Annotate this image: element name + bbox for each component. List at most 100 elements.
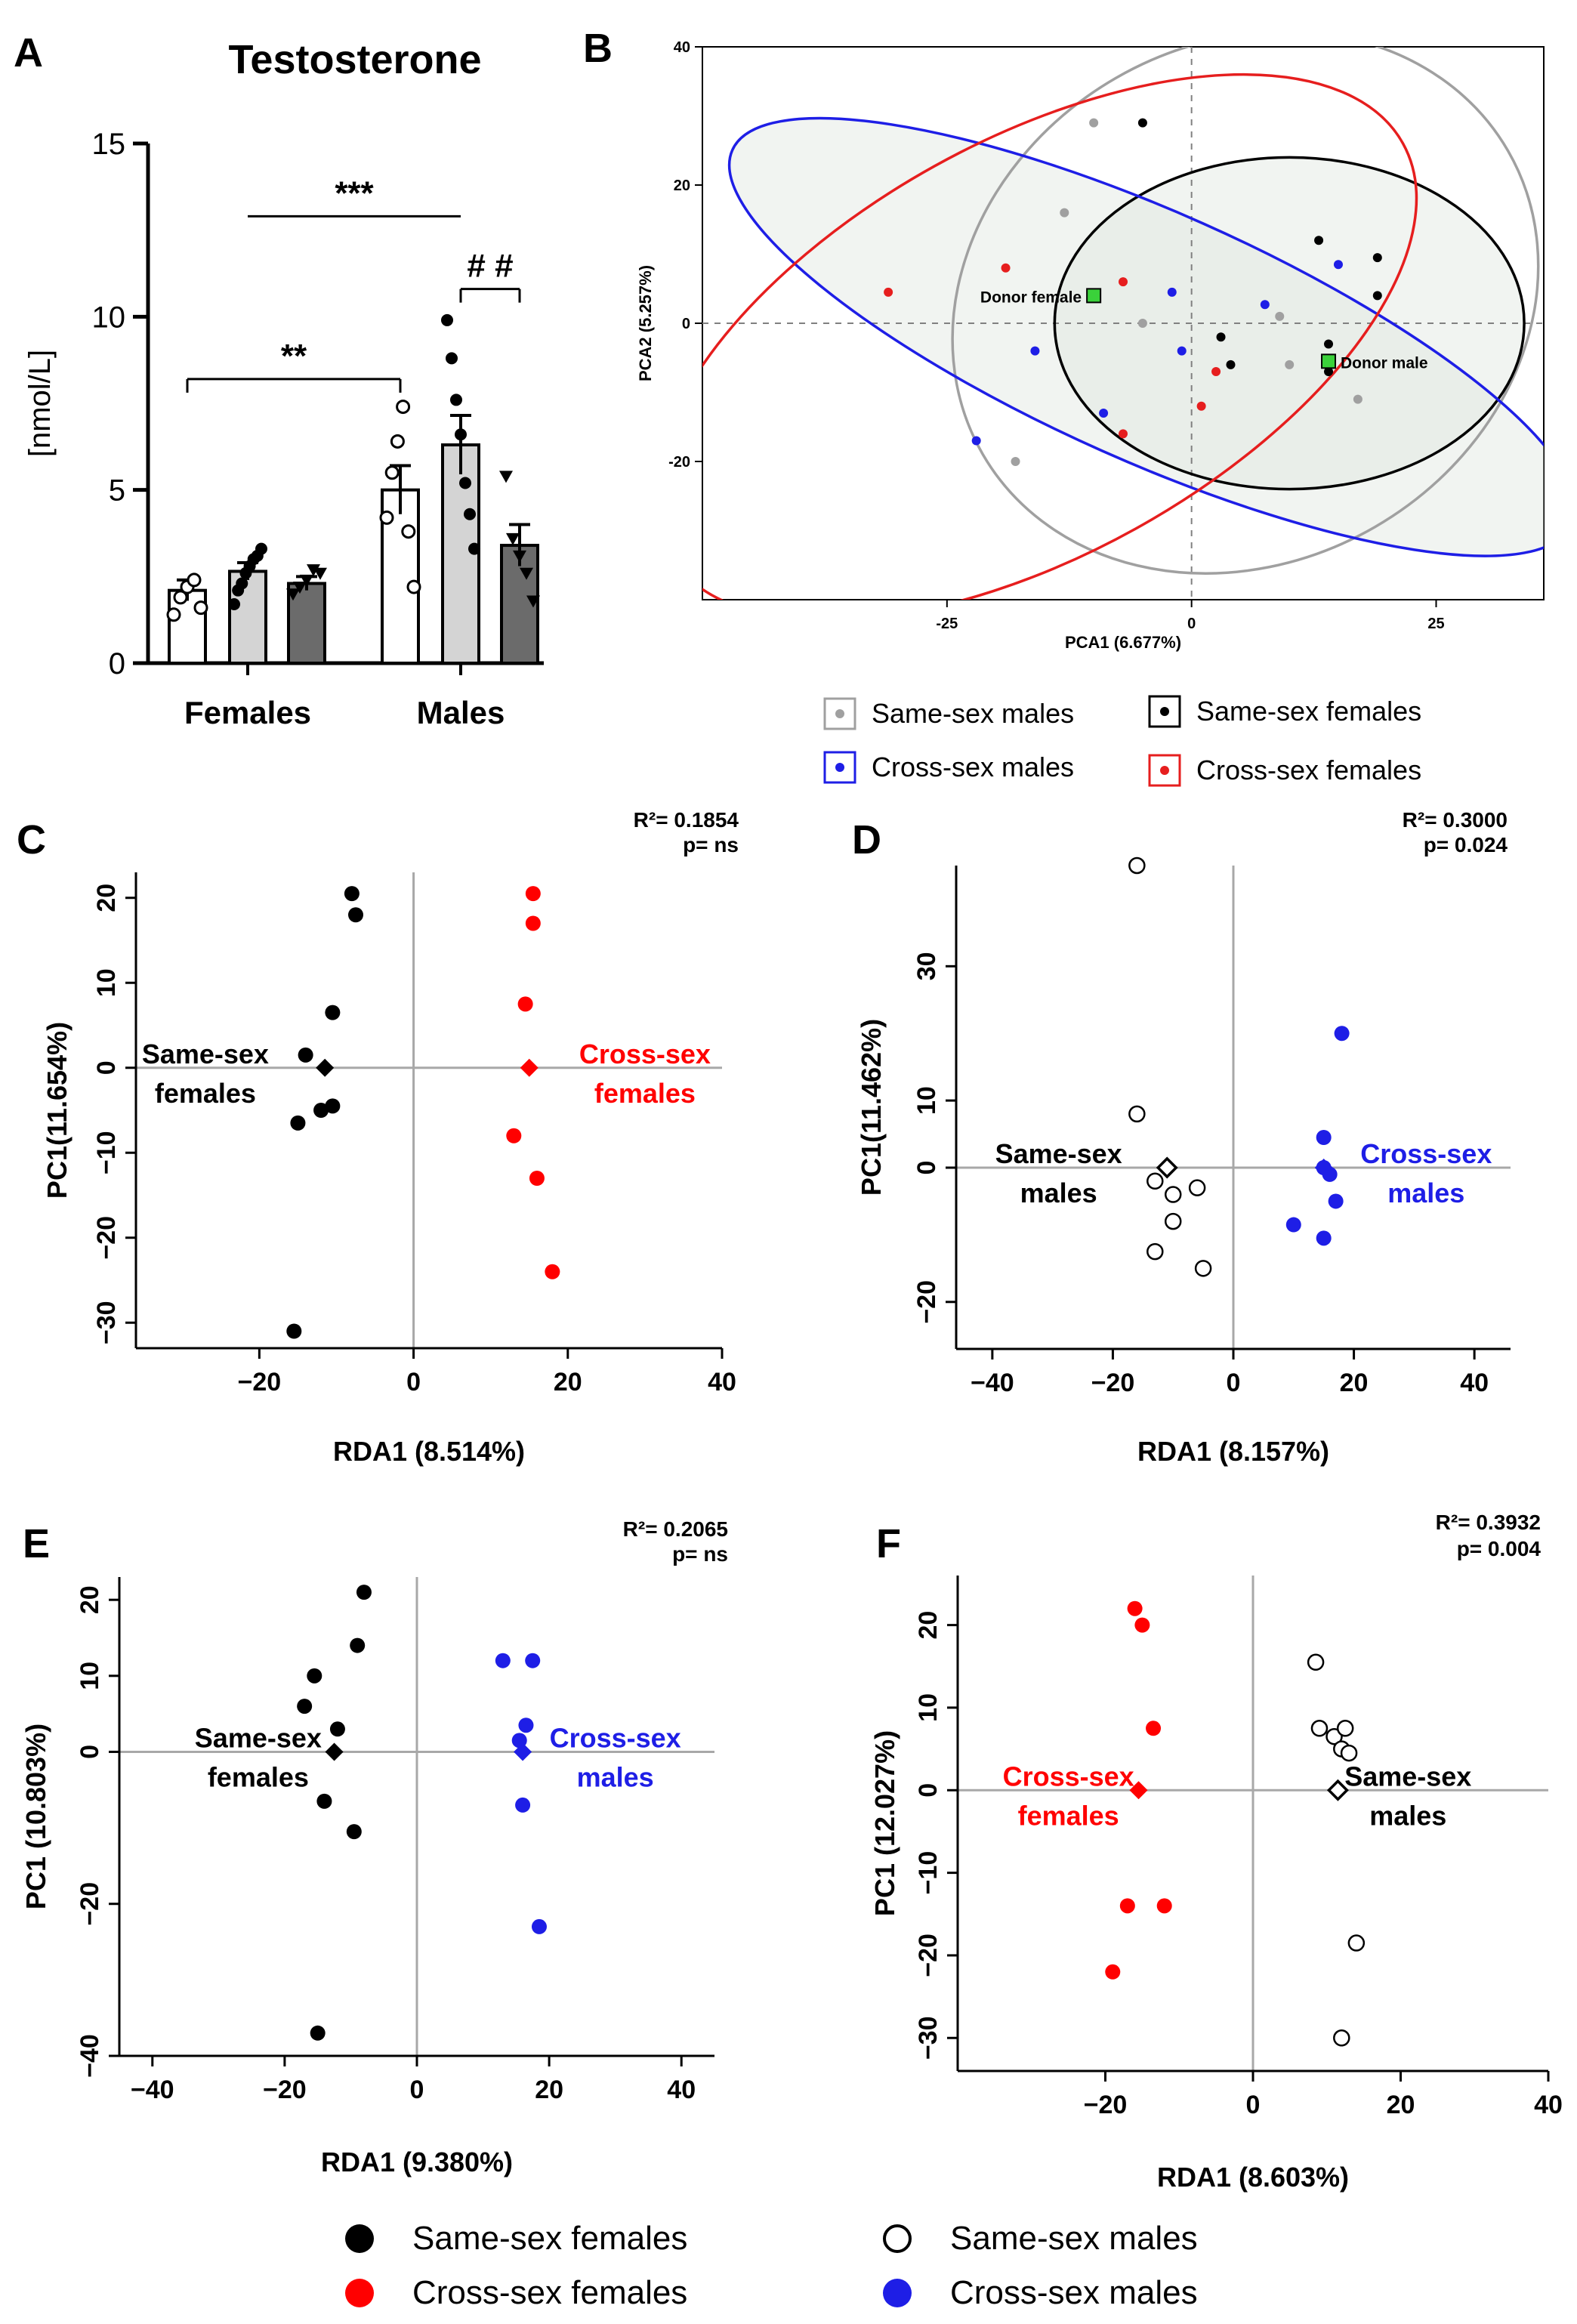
x-axis-label: RDA1 (8.157%) xyxy=(1137,1436,1329,1467)
point-cross-sex-females xyxy=(1119,1898,1135,1914)
point-cross-sex-males xyxy=(531,1918,547,1934)
point-same-sex-females xyxy=(1216,332,1226,342)
legend-marker-cross-sex-females xyxy=(345,2279,374,2307)
point-cross-sex-females xyxy=(1119,429,1128,439)
group-label-cross-sex-females-line2: females xyxy=(1018,1800,1119,1831)
x-tick-label: 40 xyxy=(1460,1369,1489,1397)
x-tick-label: -25 xyxy=(936,616,958,632)
group-label-cross-sex-females: Cross-sex xyxy=(579,1039,711,1069)
x-tick-label: −20 xyxy=(1084,2091,1128,2119)
x-tick-label: 40 xyxy=(1534,2091,1563,2119)
point-cross-sex-males xyxy=(525,1653,541,1668)
legend-marker-cross-sex-males xyxy=(883,2279,912,2307)
y-tick-label: 10 xyxy=(912,1086,941,1115)
group-label-cross-sex-males-line2: males xyxy=(1387,1177,1464,1208)
x-tick-label: 20 xyxy=(1340,1369,1369,1397)
stat-p-value: p= ns xyxy=(672,1542,728,1566)
x-tick-label: 0 xyxy=(1187,616,1196,632)
point-cross-sex-females xyxy=(506,1128,522,1143)
panel-letter-a: A xyxy=(14,30,43,76)
data-point-triangle xyxy=(300,574,313,587)
x-tick-label: 0 xyxy=(1246,2091,1261,2119)
data-point-open xyxy=(384,465,400,480)
point-same-sex-females xyxy=(1226,360,1236,369)
centroid-cross-sex-males xyxy=(1314,1159,1333,1177)
point-cross-sex-females xyxy=(1105,1964,1121,1980)
point-cross-sex-males xyxy=(1030,346,1040,356)
stat-p-value: p= ns xyxy=(683,833,739,856)
chart-title: Testosterone xyxy=(228,37,481,82)
group-label-cross-sex-males: Cross-sex xyxy=(550,1722,681,1753)
point-cross-sex-males xyxy=(518,1718,534,1733)
legend-label-same-sex-males: Same-sex males xyxy=(950,2220,1198,2257)
x-axis-label: PCA1 (6.677%) xyxy=(1065,633,1181,652)
legend-label-same-sex-females: Same-sex females xyxy=(412,2220,687,2257)
x-tick-label: −40 xyxy=(971,1369,1014,1397)
significance-label: *** xyxy=(335,174,374,211)
point-same-sex-females xyxy=(298,1047,313,1063)
point-cross-sex-males xyxy=(515,1797,531,1813)
legend-label-cross-sex-females: Cross-sex females xyxy=(412,2274,687,2311)
point-cross-sex-males xyxy=(971,436,981,446)
x-tick-label: −20 xyxy=(263,2076,307,2104)
confidence-ellipse-cross-sex-females xyxy=(702,73,1418,600)
point-same-sex-males xyxy=(1333,2029,1350,2047)
donor-marker-donor-male xyxy=(1321,353,1337,369)
legend-key-same-sex-females xyxy=(1148,695,1181,728)
point-cross-sex-males xyxy=(495,1653,511,1668)
confidence-ellipse-same-sex-males xyxy=(951,47,1540,575)
y-tick-label: 20 xyxy=(92,884,121,912)
point-same-sex-males xyxy=(1275,311,1285,321)
point-same-sex-females xyxy=(1314,236,1324,245)
centroid-same-sex-males xyxy=(1156,1156,1178,1179)
data-point-open xyxy=(173,590,188,605)
data-point-filled xyxy=(464,508,476,520)
data-point-triangle xyxy=(499,471,513,483)
y-axis-label: PC1(11.462%) xyxy=(856,1019,887,1196)
data-point-filled xyxy=(441,313,453,326)
y-tick-label: 0 xyxy=(682,316,690,332)
y-axis-label: PC1 (12.027%) xyxy=(869,1730,900,1916)
point-same-sex-females xyxy=(297,1699,313,1714)
x-tick-label: 40 xyxy=(708,1368,736,1397)
y-tick-label-5: 5 xyxy=(109,474,125,508)
point-same-sex-females xyxy=(325,1005,341,1020)
bar-females-2 xyxy=(228,569,267,665)
y-axis-label: [nmol/L] xyxy=(23,350,57,457)
point-cross-sex-females xyxy=(545,1264,560,1279)
point-cross-sex-males xyxy=(1285,1217,1301,1233)
point-cross-sex-females xyxy=(529,1171,545,1186)
centroid-same-sex-females xyxy=(325,1742,344,1761)
group-label-cross-sex-females: Cross-sex xyxy=(1003,1761,1134,1792)
legend-label-same-sex-males: Same-sex males xyxy=(872,698,1074,729)
panel-letter-f: F xyxy=(876,1521,901,1566)
y-tick-label: 10 xyxy=(76,1662,104,1690)
data-point-open xyxy=(166,607,181,622)
confidence-ellipse-same-sex-females xyxy=(1053,156,1526,491)
point-same-sex-males xyxy=(1336,1720,1354,1737)
panel-letter-c: C xyxy=(17,817,46,863)
y-tick-label-15: 15 xyxy=(92,128,126,161)
data-point-open xyxy=(390,434,405,449)
point-same-sex-males xyxy=(1310,1720,1329,1737)
x-axis-label: RDA1 (8.514%) xyxy=(333,1436,525,1467)
panel-letter-d: D xyxy=(852,817,881,863)
point-cross-sex-females xyxy=(1146,1721,1162,1736)
point-same-sex-females xyxy=(290,1115,306,1131)
legend-label-cross-sex-males: Cross-sex males xyxy=(872,752,1074,782)
panel-e-rda-chart: E −40 −20 0 20 40 −40 −20 0 10 20 RDA1 (9.380%) PC1 … xyxy=(20,1517,728,2177)
legend-key-cross-sex-females xyxy=(1148,754,1181,787)
y-axis-label: PCA2 (5.257%) xyxy=(636,265,655,381)
point-cross-sex-females xyxy=(1119,277,1128,287)
point-cross-sex-males xyxy=(1316,1130,1332,1145)
point-cross-sex-females xyxy=(525,886,541,902)
point-same-sex-males xyxy=(1060,208,1069,218)
point-same-sex-males xyxy=(1128,856,1146,875)
point-same-sex-females xyxy=(348,907,363,923)
data-point-open xyxy=(396,400,411,415)
group-label-same-sex-females: Same-sex xyxy=(142,1039,269,1069)
y-tick-label: −10 xyxy=(92,1131,121,1174)
y-tick-label: −20 xyxy=(92,1216,121,1260)
legend-label-same-sex-females: Same-sex females xyxy=(1196,696,1421,727)
